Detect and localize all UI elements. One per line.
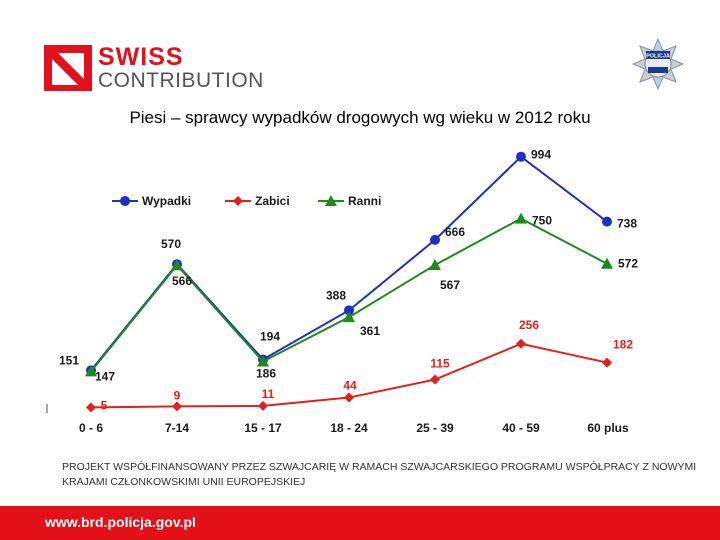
line-chart: 5 9 11 44 115 256 182 151 570 194 388 666 994 738 147 5… [46, 148, 638, 435]
data-point-zabici [344, 392, 354, 403]
logo-line1: SWISS [98, 43, 184, 71]
data-point-wypadki [516, 151, 526, 162]
x-tick-label: 15 - 17 [244, 421, 282, 435]
legend-label: Wypadki [142, 194, 191, 208]
data-label-ranni: 361 [360, 324, 380, 338]
badge-label: POLICJA [646, 54, 670, 60]
chart-title: Piesi – sprawcy wypadków drogowych wg wi… [129, 108, 591, 127]
data-label-zabici: 182 [613, 338, 633, 352]
x-tick-label: 7-14 [165, 421, 189, 435]
swiss-contribution-logo: SWISS CONTRIBUTION [44, 43, 264, 93]
data-label-zabici: 44 [343, 379, 357, 393]
data-label-wypadki: 570 [161, 237, 181, 251]
data-label-zabici: 11 [262, 387, 275, 401]
swiss-contribution-mark-icon [44, 45, 92, 91]
x-tick-label: 0 - 6 [79, 421, 103, 435]
data-label-ranni: 567 [440, 278, 460, 292]
data-label-zabici: 256 [519, 318, 539, 332]
series-ranni [85, 212, 613, 377]
police-star-icon: POLICJA [632, 38, 684, 90]
x-tick-label: 18 - 24 [330, 421, 368, 435]
data-label-ranni: 566 [172, 274, 192, 288]
data-label-wypadki: 994 [531, 148, 551, 162]
data-point-ranni [85, 365, 97, 377]
x-tick-label: 60 plus [587, 421, 629, 435]
data-label-wypadki: 388 [326, 288, 346, 302]
data-point-ranni [257, 355, 269, 367]
legend-item-ranni: Ranni [318, 194, 381, 208]
data-point-zabici [602, 357, 612, 368]
data-point-zabici [258, 400, 268, 411]
data-point-zabici [172, 401, 182, 412]
legend-marker-wypadki [120, 196, 130, 206]
data-label-ranni: 750 [532, 214, 552, 228]
data-point-ranni [601, 257, 613, 269]
data-label-ranni: 572 [618, 257, 638, 271]
project-footnote: PROJEKT WSPÓŁFINANSOWANY PRZEZ SZWAJCARI… [62, 461, 697, 488]
footer-bar: www.brd.policja.gov.pl [0, 506, 720, 540]
data-point-ranni [171, 259, 183, 271]
legend-item-wypadki: Wypadki [112, 194, 191, 208]
x-tick-label: 40 - 59 [502, 421, 540, 435]
data-point-ranni [429, 258, 441, 270]
data-point-zabici [86, 402, 96, 413]
legend-label: Zabici [255, 194, 290, 208]
data-label-zabici: 5 [101, 398, 108, 412]
data-label-wypadki: 738 [617, 217, 637, 231]
legend-marker-zabici [233, 196, 243, 206]
data-point-ranni [343, 311, 355, 323]
data-label-zabici: 115 [430, 357, 450, 371]
data-label-wypadki: 151 [59, 353, 79, 367]
series-zabici [86, 338, 612, 413]
footer-url[interactable]: www.brd.policja.gov.pl [45, 514, 196, 530]
x-tick-label: 25 - 39 [416, 421, 454, 435]
data-label-ranni: 186 [256, 367, 276, 381]
data-point-zabici [430, 374, 440, 385]
legend-label: Ranni [348, 194, 381, 208]
data-label-wypadki: 194 [260, 330, 280, 344]
series-wypadki [86, 151, 612, 376]
data-label-ranni: 147 [95, 369, 115, 383]
data-label-wypadki: 666 [445, 225, 465, 239]
data-point-wypadki [344, 305, 354, 316]
data-label-zabici: 9 [174, 388, 181, 402]
legend-item-zabici: Zabici [225, 194, 290, 208]
data-point-wypadki [430, 234, 440, 245]
data-point-ranni [515, 212, 527, 224]
legend-marker-ranni [325, 195, 337, 206]
data-point-zabici [516, 338, 526, 349]
series-line-wypadki [90, 155, 608, 372]
logo-line2: CONTRIBUTION [98, 69, 264, 92]
data-point-wypadki [602, 216, 612, 227]
